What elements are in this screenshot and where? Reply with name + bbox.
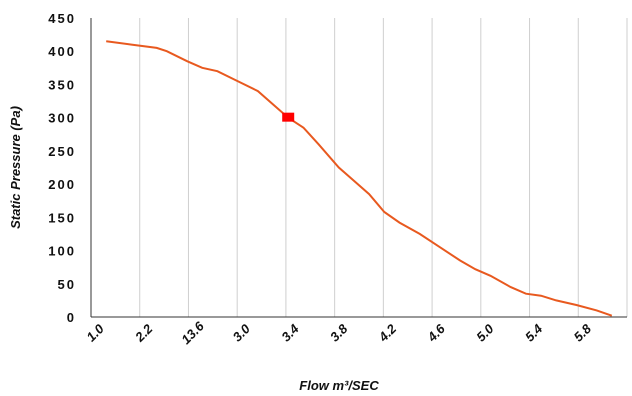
y-tick-label: 450 (48, 11, 76, 26)
x-tick-label: 5.4 (522, 321, 546, 345)
x-tick-labels: 1.0 2.2 13.6 3.0 3.4 3.8 4.2 4.6 5.0 5.4 5.8 (83, 318, 594, 347)
y-tick-label: 0 (67, 310, 76, 325)
x-tick-label: 3.4 (278, 321, 302, 345)
y-tick-label: 300 (48, 111, 76, 126)
y-tick-label: 400 (48, 44, 76, 59)
y-tick-label: 250 (48, 144, 76, 159)
x-tick-label: 13.6 (178, 318, 207, 347)
y-tick-label: 100 (48, 244, 76, 259)
y-tick-label: 50 (58, 277, 76, 292)
x-tick-label: 5.8 (571, 321, 595, 345)
x-tick-label: 3.8 (327, 321, 351, 345)
y-tick-label: 350 (48, 77, 76, 92)
x-tick-label: 4.6 (424, 321, 449, 346)
y-tick-label: 200 (48, 177, 76, 192)
x-tick-label: 2.2 (131, 321, 156, 346)
y-axis-title: Static Pressure (Pa) (8, 106, 23, 229)
x-tick-label: 1.0 (83, 321, 107, 345)
vertical-gridlines (90, 18, 628, 317)
operating-point-marker (282, 112, 295, 122)
x-axis-title: Flow m³/SEC (299, 378, 379, 393)
x-tick-label: 5.0 (473, 321, 497, 345)
y-tick-labels: 0 50 100 150 200 250 300 350 400 450 (48, 11, 76, 325)
x-tick-label: 4.2 (375, 321, 400, 346)
x-tick-label: 3.0 (230, 321, 254, 345)
series-line (106, 40, 613, 317)
y-tick-label: 150 (48, 210, 76, 225)
